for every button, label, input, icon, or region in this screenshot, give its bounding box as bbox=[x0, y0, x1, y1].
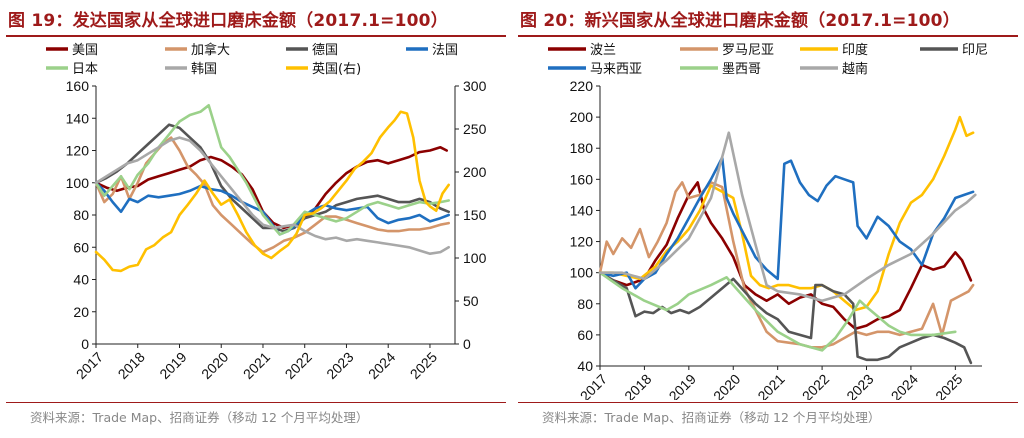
y-tick-label: 160 bbox=[570, 171, 594, 187]
series-line-6 bbox=[94, 110, 450, 273]
x-tick-label: 2020 bbox=[198, 349, 231, 382]
y-tick-label: 40 bbox=[577, 358, 593, 374]
x-tick-label: 2022 bbox=[799, 371, 832, 400]
y-tick-label: 200 bbox=[570, 109, 594, 125]
x-tick-label: 2025 bbox=[932, 371, 965, 400]
y2-tick-label: 250 bbox=[463, 121, 487, 137]
legend-label: 罗马尼亚 bbox=[722, 43, 774, 58]
x-tick-label: 2021 bbox=[754, 371, 787, 400]
y-tick-label: 80 bbox=[577, 296, 593, 312]
x-tick-label: 2022 bbox=[281, 349, 314, 382]
y-tick-label: 100 bbox=[66, 175, 90, 191]
source-divider bbox=[6, 402, 506, 403]
series-line-1 bbox=[598, 181, 975, 349]
x-tick-label: 2018 bbox=[115, 349, 148, 382]
series-line-4 bbox=[598, 156, 975, 290]
x-tick-label: 2017 bbox=[73, 349, 106, 382]
x-tick-label: 2024 bbox=[888, 371, 921, 400]
y2-tick-label: 50 bbox=[463, 293, 479, 309]
y-tick-label: 60 bbox=[577, 327, 593, 343]
legend-label: 法国 bbox=[432, 43, 458, 58]
x-tick-label: 2024 bbox=[365, 349, 398, 382]
y-tick-label: 140 bbox=[66, 110, 90, 126]
series-line-4 bbox=[94, 104, 450, 236]
y-tick-label: 80 bbox=[73, 207, 89, 223]
y2-tick-label: 150 bbox=[463, 207, 487, 223]
chart-title: 图 20：新兴国家从全球进口磨床金额（2017.1=100） bbox=[520, 11, 960, 31]
legend-label: 加拿大 bbox=[191, 42, 230, 58]
legend-label: 波兰 bbox=[590, 43, 616, 58]
y-tick-label: 20 bbox=[73, 304, 89, 320]
y2-tick-label: 0 bbox=[463, 336, 471, 352]
chart-source: 资料来源：Trade Map、招商证券（移动 12 个月平均处理） bbox=[30, 410, 369, 425]
legend-label: 印度 bbox=[842, 42, 868, 58]
x-tick-label: 2019 bbox=[666, 371, 699, 400]
legend-label: 日本 bbox=[72, 62, 98, 77]
series-group bbox=[598, 115, 977, 365]
series-line-0 bbox=[598, 181, 973, 330]
chart-emerging-countries: 40 60 80 100 120 140 160 180 200 220 2017 2018 2019 2… bbox=[548, 42, 988, 400]
source-divider bbox=[518, 402, 1018, 403]
y-tick-label: 0 bbox=[81, 336, 89, 352]
y-tick-label: 120 bbox=[66, 143, 90, 159]
legend-label: 英国(右) bbox=[312, 62, 361, 77]
x-tick-label: 2020 bbox=[710, 371, 743, 400]
x-tick-label: 2023 bbox=[843, 371, 876, 400]
y-tick-label: 60 bbox=[73, 239, 89, 255]
series-line-0 bbox=[94, 146, 448, 230]
legend-label: 墨西哥 bbox=[722, 62, 761, 77]
legend-label: 越南 bbox=[842, 61, 868, 77]
x-tick-label: 2025 bbox=[407, 349, 440, 382]
legend-label: 韩国 bbox=[191, 62, 217, 77]
legend-label: 德国 bbox=[312, 43, 338, 58]
x-tick-label: 2017 bbox=[577, 371, 610, 400]
y2-tick-label: 100 bbox=[463, 250, 487, 266]
y-tick-label: 140 bbox=[570, 202, 594, 218]
series-group bbox=[94, 104, 450, 273]
y-tick-label: 220 bbox=[570, 78, 594, 94]
y-tick-label: 160 bbox=[66, 78, 90, 94]
y2-tick-label: 300 bbox=[463, 78, 487, 94]
legend-label: 美国 bbox=[72, 43, 98, 58]
x-tick-label: 2021 bbox=[240, 349, 273, 382]
title-underline bbox=[6, 35, 506, 37]
axes: 40 60 80 100 120 140 160 180 200 220 2017 2018 2019 2… bbox=[570, 78, 982, 400]
x-tick-label: 2023 bbox=[323, 349, 356, 382]
series-line-5 bbox=[598, 271, 957, 352]
series-line-5 bbox=[94, 136, 450, 255]
x-tick-label: 2018 bbox=[621, 371, 654, 400]
chart-source: 资料来源：Trade Map、招商证券（移动 12 个月平均处理） bbox=[542, 410, 881, 425]
chart-developed-countries: 0 20 40 60 80 100 120 140 160 0 50 100 150 200 250 300 2… bbox=[46, 42, 487, 382]
series-line-6 bbox=[598, 131, 977, 302]
y-tick-label: 100 bbox=[570, 265, 594, 281]
chart-panel-emerging: 图 20：新兴国家从全球进口磨床金额（2017.1=100） 40 60 80 100… bbox=[512, 0, 1024, 438]
chart-panel-developed: 图 19：发达国家从全球进口磨床金额（2017.1=100） 0 20 40 60 80… bbox=[6, 11, 506, 425]
series-line-2 bbox=[94, 123, 450, 233]
legend-label: 印尼 bbox=[962, 43, 988, 58]
y2-tick-label: 200 bbox=[463, 164, 487, 180]
series-line-2 bbox=[598, 115, 975, 312]
legend-label: 马来西亚 bbox=[590, 62, 642, 77]
y-tick-label: 180 bbox=[570, 140, 594, 156]
x-tick-label: 2019 bbox=[156, 349, 189, 382]
title-underline bbox=[518, 35, 1018, 37]
chart-title: 图 19：发达国家从全球进口磨床金额（2017.1=100） bbox=[8, 11, 448, 31]
y-tick-label: 40 bbox=[73, 272, 89, 288]
y-tick-label: 120 bbox=[570, 234, 594, 250]
